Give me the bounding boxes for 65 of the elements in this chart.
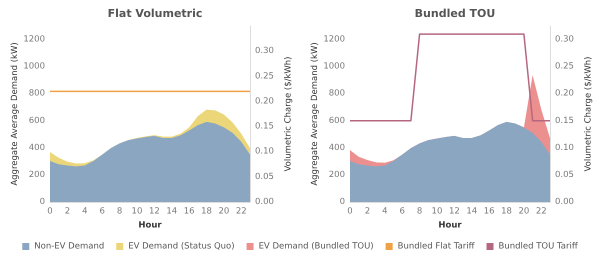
x-tick-label: 16	[184, 206, 195, 216]
legend-label: EV Demand (Status Quo)	[128, 242, 235, 252]
x-tick-label: 18	[201, 206, 212, 216]
y2-tick-label: 0.00	[555, 197, 574, 207]
y2-axis-title: Volumetric Charge ($/kWh)	[284, 56, 294, 172]
x-tick-label: 12	[148, 206, 160, 216]
x-tick-label: 8	[416, 206, 422, 216]
y2-tick-label: 0.05	[255, 172, 274, 182]
y2-tick-label: 0.20	[255, 96, 274, 106]
y-tick-label: 1000	[323, 62, 345, 72]
y-tick-label: 400	[28, 142, 45, 153]
y2-tick-label: 0.15	[555, 116, 574, 126]
y2-tick-label: 0.10	[255, 146, 274, 157]
x-tick-label: 8	[116, 206, 122, 216]
y-tick-label: 400	[328, 142, 345, 153]
x-tick-label: 16	[484, 206, 495, 216]
x-tick-label: 0	[47, 206, 53, 216]
x-tick-label: 6	[399, 206, 405, 216]
y-axis-title: Aggregate Average Demand (kW)	[10, 42, 20, 186]
x-axis-title: Hour	[138, 220, 162, 230]
x-tick-label: 10	[132, 206, 142, 216]
y-tick-label: 800	[328, 88, 345, 99]
x-tick-label: 10	[432, 206, 442, 216]
y-tick-label: 1200	[323, 34, 345, 45]
x-tick-label: 14	[466, 206, 478, 216]
chart-title: Bundled TOU	[414, 7, 496, 20]
x-tick-label: 12	[448, 206, 460, 216]
x-tick-label: 22	[236, 206, 247, 216]
y2-tick-label: 0.30	[555, 34, 574, 45]
y-tick-label: 200	[28, 170, 45, 180]
y2-tick-label: 0.25	[555, 62, 574, 72]
x-tick-label: 4	[382, 206, 388, 216]
y-tick-label: 1000	[23, 62, 45, 72]
y-tick-label: 800	[28, 88, 45, 99]
y-tick-label: 200	[328, 170, 345, 180]
x-tick-label: 6	[99, 206, 105, 216]
x-tick-label: 22	[536, 206, 547, 216]
y-tick-label: 0	[340, 197, 345, 207]
chart-title: Flat Volumetric	[108, 7, 202, 20]
y-tick-label: 1200	[23, 34, 45, 45]
y2-tick-label: 0.30	[255, 46, 274, 56]
y2-tick-label: 0.05	[555, 170, 574, 180]
legend-label: Bundled Flat Tariff	[398, 242, 476, 252]
legend-label: Bundled TOU Tariff	[498, 242, 579, 252]
y-tick-label: 0	[40, 197, 45, 207]
y2-tick-label: 0.00	[255, 197, 274, 207]
x-tick-label: 4	[82, 206, 88, 216]
y2-tick-label: 0.15	[255, 122, 274, 132]
x-tick-label: 0	[347, 206, 353, 216]
y2-tick-label: 0.25	[255, 71, 274, 82]
legend-label: Non-EV Demand	[34, 242, 104, 252]
x-axis-title: Hour	[438, 220, 462, 230]
y2-axis-title: Volumetric Charge ($/kWh)	[584, 56, 594, 172]
y2-tick-label: 0.20	[555, 88, 574, 99]
y-axis-title: Aggregate Average Demand (kW)	[310, 42, 320, 186]
x-tick-label: 20	[518, 206, 530, 216]
y-tick-label: 600	[28, 116, 45, 126]
x-tick-label: 20	[218, 206, 230, 216]
legend-label: EV Demand (Bundled TOU)	[258, 242, 374, 252]
x-tick-label: 2	[64, 206, 70, 216]
y-tick-label: 600	[328, 116, 345, 126]
x-tick-label: 14	[166, 206, 178, 216]
x-tick-label: 2	[364, 206, 370, 216]
y2-tick-label: 0.10	[555, 142, 574, 153]
x-tick-label: 18	[501, 206, 512, 216]
